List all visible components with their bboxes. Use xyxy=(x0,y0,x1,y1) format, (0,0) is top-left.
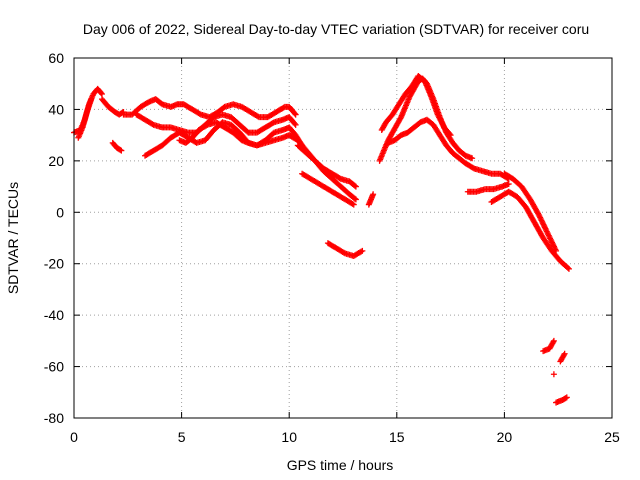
x-tick-label: 0 xyxy=(70,429,78,445)
series-track-q xyxy=(501,170,560,254)
grid-lines xyxy=(74,58,612,418)
series-track-o xyxy=(464,181,512,195)
data-point xyxy=(563,394,570,401)
x-tick-label: 5 xyxy=(178,429,186,445)
data-point xyxy=(358,248,365,255)
data-point xyxy=(469,155,476,162)
data-point xyxy=(351,182,358,189)
data-point xyxy=(550,337,557,344)
y-tick-label: 40 xyxy=(48,101,64,117)
series-track-m xyxy=(378,73,454,139)
series-track-h xyxy=(294,142,359,190)
y-axis-label: SDTVAR / TECUs xyxy=(5,182,21,294)
series-track-b xyxy=(98,96,127,118)
data-point xyxy=(351,195,358,202)
data-point xyxy=(336,175,343,182)
series-track-c xyxy=(109,139,125,154)
data-point xyxy=(196,110,203,117)
x-tick-label: 20 xyxy=(497,429,513,445)
data-point xyxy=(149,121,156,128)
y-tick-label: 20 xyxy=(48,153,64,169)
data-point xyxy=(560,352,567,358)
series-track-e xyxy=(133,111,299,136)
data-point xyxy=(359,247,366,254)
series-track-t xyxy=(550,371,557,378)
data-point xyxy=(340,249,347,256)
data-point xyxy=(88,96,95,103)
chart-title: Day 006 of 2022, Sidereal Day-to-day VTE… xyxy=(83,21,589,37)
data-point xyxy=(292,111,299,118)
data-point xyxy=(269,120,276,127)
series-track-i xyxy=(299,170,357,208)
data-point xyxy=(118,147,125,154)
data-point xyxy=(280,104,287,111)
data-point xyxy=(98,89,105,96)
series-track-p xyxy=(488,188,572,272)
series-track-n xyxy=(385,116,512,182)
series-track-a2 xyxy=(75,96,95,141)
data-point xyxy=(203,122,210,129)
data-point xyxy=(447,132,454,139)
data-point xyxy=(370,191,377,198)
y-tick-label: -80 xyxy=(44,410,64,426)
x-tick-label: 15 xyxy=(389,429,405,445)
data-point xyxy=(565,265,572,272)
data-point xyxy=(553,247,560,254)
data-point xyxy=(550,339,557,346)
data-point xyxy=(291,110,298,117)
x-axis-label: GPS time / hours xyxy=(287,457,394,473)
x-tick-labels: 0 5 10 15 20 25 xyxy=(70,429,620,445)
x-tick-label: 10 xyxy=(281,429,297,445)
series-track-r xyxy=(540,337,557,355)
series-track-k xyxy=(365,191,377,208)
series-track-d xyxy=(120,96,299,121)
y-tick-label: 0 xyxy=(56,204,64,220)
data-point xyxy=(550,371,557,378)
series-track-u xyxy=(553,394,570,406)
y-tick-label: -20 xyxy=(44,256,64,272)
series-track-s xyxy=(557,350,568,365)
data-point xyxy=(292,121,299,128)
data-point xyxy=(446,131,453,138)
data-point xyxy=(561,350,568,357)
data-point xyxy=(98,91,105,97)
data-point xyxy=(352,196,359,203)
data-point xyxy=(254,113,261,120)
data-point xyxy=(349,200,356,207)
y-tick-label: -60 xyxy=(44,359,64,375)
y-tick-label: -40 xyxy=(44,307,64,323)
data-point xyxy=(564,264,571,271)
data-points xyxy=(71,73,572,406)
data-point xyxy=(505,181,512,187)
data-point xyxy=(470,164,477,171)
data-point xyxy=(397,115,404,122)
data-point xyxy=(350,201,357,208)
plot-frame xyxy=(73,57,613,419)
y-tick-labels: -80 -60 -40 -20 0 20 40 60 xyxy=(44,50,64,426)
x-tick-label: 25 xyxy=(604,429,620,445)
series-track-j xyxy=(324,240,366,259)
data-point xyxy=(352,183,359,190)
y-tick-label: 60 xyxy=(48,50,64,66)
axis-ticks xyxy=(73,57,613,419)
data-point xyxy=(291,120,298,127)
